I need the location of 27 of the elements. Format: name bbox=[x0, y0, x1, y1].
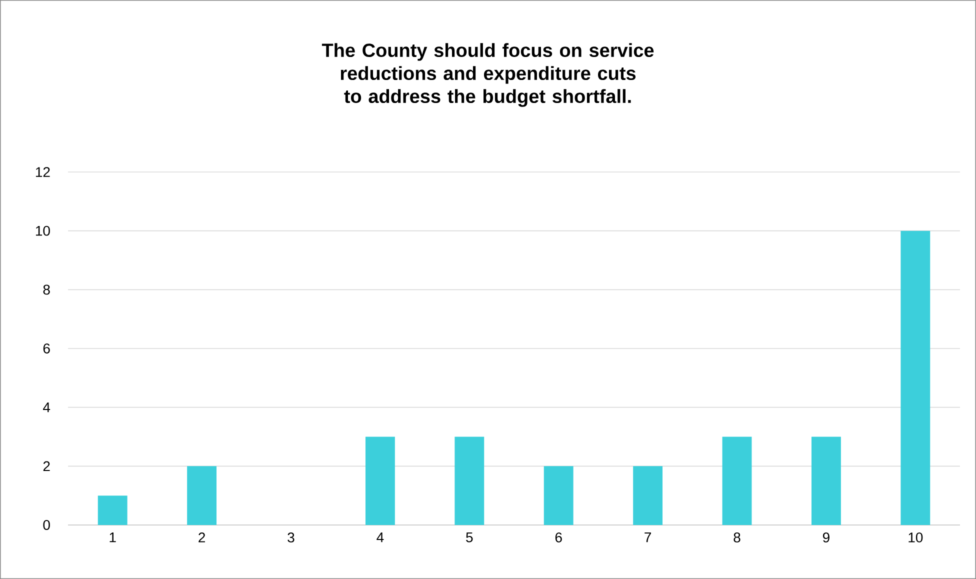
x-tick-label: 3 bbox=[288, 532, 294, 542]
y-tick-label: 2 bbox=[43, 461, 50, 472]
bar bbox=[722, 436, 752, 525]
bar bbox=[811, 436, 841, 525]
x-tick-label: 2 bbox=[198, 532, 205, 542]
x-tick-label: 1 bbox=[110, 532, 116, 542]
x-tick-label: 7 bbox=[644, 532, 651, 542]
y-tick-label: 0 bbox=[43, 520, 50, 530]
y-tick-label: 8 bbox=[43, 284, 50, 295]
bar bbox=[544, 466, 574, 525]
y-tick-label: 4 bbox=[43, 402, 50, 412]
x-tick-label: 9 bbox=[822, 532, 830, 542]
bar bbox=[98, 496, 128, 525]
x-tick-label: 4 bbox=[376, 532, 384, 542]
bar bbox=[633, 466, 663, 525]
x-tick-label: 6 bbox=[555, 532, 562, 542]
y-tick-label: 12 bbox=[36, 167, 50, 177]
bar bbox=[454, 436, 484, 525]
x-tick-label: 8 bbox=[734, 532, 740, 542]
bar bbox=[187, 466, 217, 525]
x-tick-label: 10 bbox=[908, 532, 923, 542]
bar bbox=[900, 230, 930, 525]
bar bbox=[365, 436, 395, 525]
x-tick-label: 5 bbox=[466, 532, 473, 542]
y-tick-label: 10 bbox=[36, 226, 50, 236]
chart-title: The County should focus on service reductions and expenditure cuts to address the budget shortfall. bbox=[322, 43, 654, 107]
y-tick-label: 6 bbox=[43, 344, 50, 354]
